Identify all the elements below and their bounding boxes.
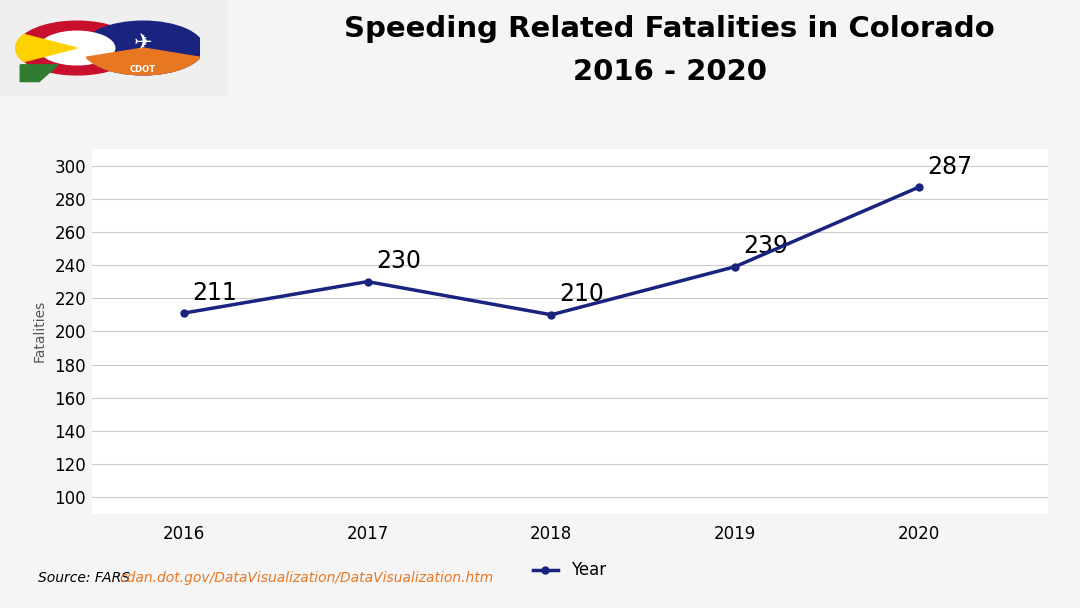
Polygon shape [21, 65, 58, 81]
Circle shape [39, 31, 114, 65]
Text: 2016 - 2020: 2016 - 2020 [572, 58, 767, 86]
Text: 239: 239 [743, 234, 788, 258]
Text: CDOT: CDOT [130, 64, 157, 74]
Wedge shape [15, 35, 77, 61]
Text: 287: 287 [928, 155, 972, 179]
Text: 210: 210 [559, 283, 605, 306]
Text: 230: 230 [376, 249, 421, 273]
Text: 211: 211 [192, 281, 237, 305]
Text: Source: FARS: Source: FARS [38, 571, 134, 585]
Text: ✈: ✈ [134, 34, 152, 54]
Y-axis label: Fatalities: Fatalities [32, 300, 46, 362]
Legend: Year: Year [526, 554, 613, 586]
Text: Speeding Related Fatalities in Colorado: Speeding Related Fatalities in Colorado [345, 15, 995, 43]
Wedge shape [86, 48, 200, 75]
Bar [0, 0, 227, 96]
Wedge shape [16, 21, 130, 75]
Text: cdan.dot.gov/DataVisualization/DataVisualization.htm: cdan.dot.gov/DataVisualization/DataVisua… [119, 571, 494, 585]
Circle shape [83, 21, 204, 75]
